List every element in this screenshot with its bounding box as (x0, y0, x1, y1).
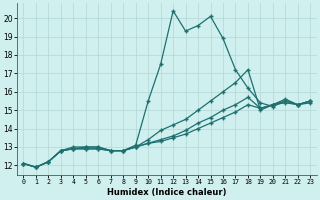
X-axis label: Humidex (Indice chaleur): Humidex (Indice chaleur) (107, 188, 227, 197)
